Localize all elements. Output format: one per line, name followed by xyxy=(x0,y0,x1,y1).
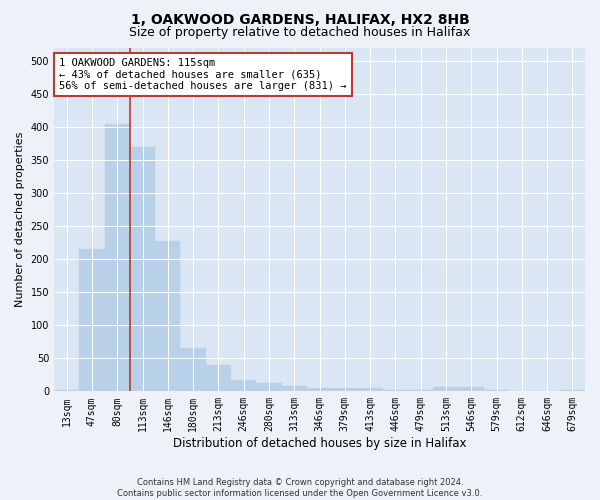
Bar xyxy=(181,348,206,392)
Bar xyxy=(256,382,281,392)
Y-axis label: Number of detached properties: Number of detached properties xyxy=(15,132,25,307)
Bar xyxy=(231,380,256,392)
Bar xyxy=(79,249,104,392)
Bar xyxy=(281,386,307,392)
Bar xyxy=(307,388,332,392)
Bar xyxy=(509,390,535,392)
Bar xyxy=(54,390,79,392)
Bar xyxy=(484,390,509,392)
Bar xyxy=(383,390,408,392)
Bar xyxy=(458,388,484,392)
Bar xyxy=(104,124,130,392)
Bar xyxy=(130,146,155,392)
Bar xyxy=(155,240,181,392)
Bar xyxy=(560,390,585,392)
Text: 1 OAKWOOD GARDENS: 115sqm
← 43% of detached houses are smaller (635)
56% of semi: 1 OAKWOOD GARDENS: 115sqm ← 43% of detac… xyxy=(59,58,347,91)
Bar xyxy=(332,388,358,392)
Bar xyxy=(206,365,231,392)
X-axis label: Distribution of detached houses by size in Halifax: Distribution of detached houses by size … xyxy=(173,437,466,450)
Text: Contains HM Land Registry data © Crown copyright and database right 2024.
Contai: Contains HM Land Registry data © Crown c… xyxy=(118,478,482,498)
Text: Size of property relative to detached houses in Halifax: Size of property relative to detached ho… xyxy=(130,26,470,39)
Bar xyxy=(358,388,383,392)
Text: 1, OAKWOOD GARDENS, HALIFAX, HX2 8HB: 1, OAKWOOD GARDENS, HALIFAX, HX2 8HB xyxy=(131,12,469,26)
Bar xyxy=(408,390,433,392)
Bar xyxy=(535,390,560,392)
Bar xyxy=(433,388,458,392)
